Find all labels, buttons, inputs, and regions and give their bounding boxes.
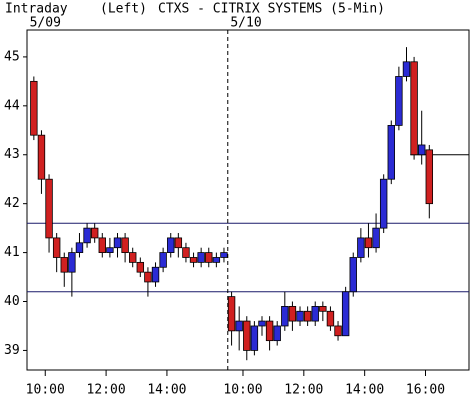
y-tick-label: 45 (4, 49, 20, 64)
candle-body (402, 61, 411, 77)
chart-title: CTXS - CITRIX SYSTEMS (5-Min) (158, 2, 385, 17)
axis-note: (Left) (100, 2, 147, 17)
candle-body (151, 266, 160, 283)
candle-body (258, 320, 266, 327)
candle-body (288, 306, 297, 322)
candle-body (220, 252, 228, 258)
candle-body (189, 257, 198, 263)
candle-body (182, 247, 190, 258)
x-tick-label: 16:00 (406, 383, 445, 398)
y-tick-label: 43 (4, 147, 20, 162)
candle-body (341, 291, 350, 337)
day-label: 5/10 (230, 16, 261, 31)
candle-body (37, 134, 46, 180)
candle-body (30, 80, 38, 136)
candle-body (159, 252, 167, 268)
candle-body (265, 320, 274, 342)
candle-body (410, 61, 418, 156)
candle-body (197, 252, 205, 263)
candle-body (60, 257, 68, 273)
candle-body (212, 257, 221, 263)
candle-body (243, 320, 251, 351)
candle-body (121, 237, 129, 253)
y-tick-label: 40 (4, 294, 20, 309)
candle-body (90, 227, 99, 239)
candle-body (144, 271, 152, 283)
candle-body (52, 237, 61, 258)
candle-body (334, 325, 342, 337)
x-tick-label: 12:00 (87, 383, 126, 398)
candle-body (273, 325, 281, 342)
y-tick-label: 44 (4, 98, 20, 113)
candle-body (98, 237, 106, 253)
candle-body (129, 252, 137, 263)
chart-subtitle: Intraday (5, 2, 68, 17)
candle-body (227, 296, 236, 332)
candle-body (311, 306, 319, 322)
candle-body (106, 247, 114, 253)
candle-body (235, 320, 243, 332)
y-tick-label: 39 (4, 343, 20, 358)
candle-body (387, 124, 395, 180)
day-label: 5/09 (30, 16, 61, 31)
candle-body (68, 252, 76, 273)
candle-body (83, 227, 91, 244)
candle-body (326, 310, 335, 327)
candle-body (296, 310, 304, 322)
candle-body (281, 306, 289, 327)
candle-body (250, 325, 259, 351)
candle-body (349, 257, 357, 293)
candle-body (205, 252, 213, 263)
candle-body (136, 261, 145, 273)
candle-body (372, 227, 380, 249)
candle-body (303, 310, 312, 322)
candle-body (75, 242, 84, 253)
candle-body (167, 237, 175, 253)
candle-body (45, 178, 53, 239)
candle-body (425, 149, 434, 205)
x-tick-label: 10:00 (223, 383, 262, 398)
candle-body (417, 144, 426, 156)
candle-body (357, 237, 365, 258)
candle-body (113, 237, 122, 249)
x-tick-label: 14:00 (147, 383, 186, 398)
y-tick-label: 41 (4, 245, 20, 260)
candle-body (395, 76, 403, 126)
candle-body (364, 237, 373, 249)
candle-body (319, 306, 327, 312)
plot-frame (26, 29, 470, 371)
x-tick-label: 10:00 (26, 383, 65, 398)
candle-body (174, 237, 183, 249)
x-tick-label: 12:00 (284, 383, 323, 398)
candle-body (379, 178, 388, 229)
y-tick-label: 42 (4, 196, 20, 211)
x-tick-label: 14:00 (345, 383, 384, 398)
